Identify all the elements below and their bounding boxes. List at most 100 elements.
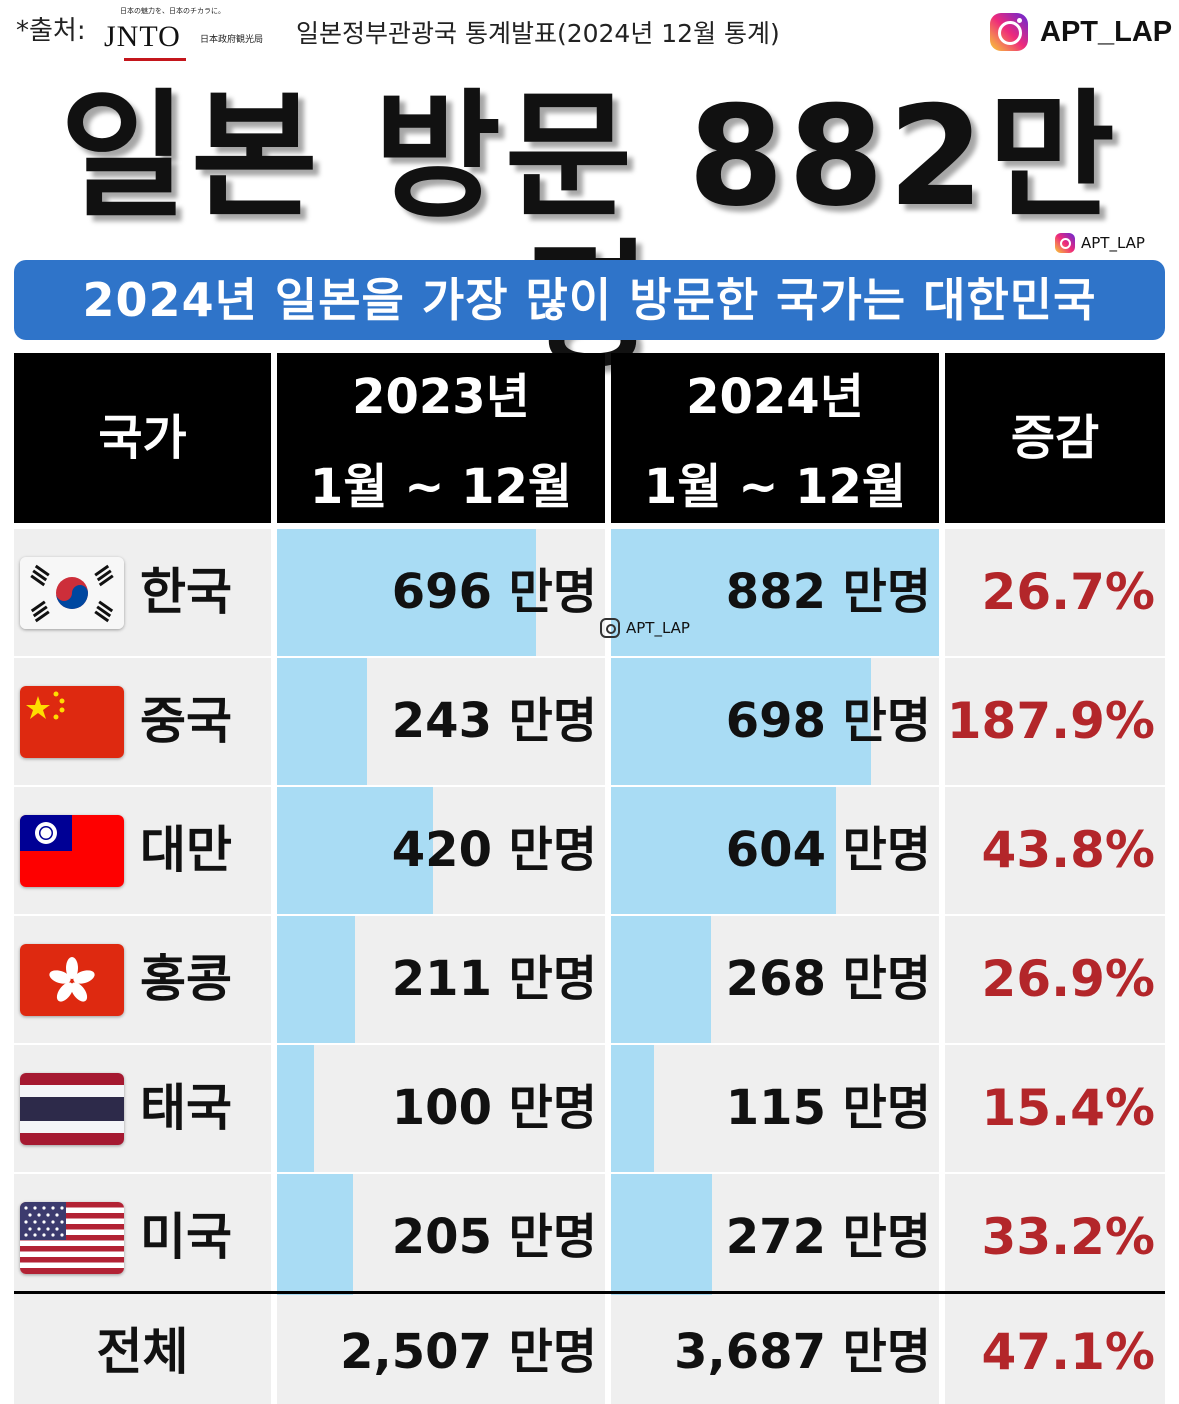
header-2023: 2023년 1월 ~ 12월: [277, 353, 605, 523]
country-cell: 미국: [14, 1174, 271, 1301]
watermark-table: APT_LAP: [600, 618, 690, 638]
country-name: 태국: [140, 1079, 232, 1137]
country-cell: 홍콩: [14, 916, 271, 1043]
change-value: 33.2%: [981, 1208, 1155, 1266]
thailand-flag-icon: [20, 1073, 124, 1145]
visitors-2024-cell: 698 만명: [611, 658, 939, 785]
country-cell: 한국: [14, 529, 271, 656]
change-cell: 26.7%: [945, 529, 1165, 656]
table-row: 홍콩 211 만명 268 만명 26.9%: [14, 916, 1165, 1043]
visitors-2023-cell: 100 만명: [277, 1045, 605, 1172]
header-country-label: 국가: [98, 410, 187, 466]
taiwan-flag-icon: [20, 815, 124, 887]
jnto-logo-text: JNTO: [104, 20, 181, 53]
visitors-2024-value: 882 만명: [725, 564, 931, 620]
visitors-2023-value: 211 만명: [391, 951, 597, 1007]
visitors-2024-cell: 882 만명: [611, 529, 939, 656]
change-cell: 15.4%: [945, 1045, 1165, 1172]
visitors-2023-cell: 211 만명: [277, 916, 605, 1043]
visitors-2023-value: 205 만명: [391, 1209, 597, 1265]
header-2024-range: 1월 ~ 12월: [643, 459, 907, 515]
total-2023-value: 2,507 만명: [340, 1324, 597, 1380]
visitors-2023-value: 243 만명: [391, 693, 597, 749]
visitors-2024-value: 268 만명: [725, 951, 931, 1007]
country-name: 홍콩: [140, 950, 232, 1008]
visitors-2024-bar: [611, 529, 939, 656]
table-row: 한국 696 만명 882 만명 26.7%: [14, 529, 1165, 656]
visitors-2023-value: 100 만명: [391, 1080, 597, 1136]
source-text: 일본정부관광국 통계발표(2024년 12월 통계): [296, 19, 780, 48]
total-row: 전체 2,507 만명 3,687 만명 47.1%: [14, 1295, 1165, 1404]
instagram-icon: [990, 13, 1028, 51]
visitors-2024-value: 698 만명: [725, 693, 931, 749]
total-2024-cell: 3,687 만명: [611, 1295, 939, 1404]
header-country: 국가: [14, 353, 271, 523]
visitors-2024-cell: 268 만명: [611, 916, 939, 1043]
visitors-2023-value: 696 만명: [391, 564, 597, 620]
visitors-2023-bar: [277, 916, 355, 1043]
jnto-org-name: 日本政府観光局: [200, 35, 264, 45]
visitors-2023-bar: [277, 1174, 353, 1301]
change-value: 43.8%: [981, 821, 1155, 879]
change-value: 26.9%: [981, 950, 1155, 1008]
table-row: 미국 205 만명 272 만명 33.2%: [14, 1174, 1165, 1301]
change-value: 187.9%: [946, 692, 1155, 750]
instagram-icon: [1055, 233, 1075, 253]
country-cell: 대만: [14, 787, 271, 914]
country-cell: 중국: [14, 658, 271, 785]
instagram-handle: APT_LAP: [1040, 15, 1173, 48]
total-label: 전체: [96, 1323, 189, 1381]
instagram-icon: [600, 618, 620, 638]
change-cell: 33.2%: [945, 1174, 1165, 1301]
jnto-tagline: 日本の魅力を、日本のチカラに。: [120, 7, 225, 15]
visitors-2024-cell: 115 만명: [611, 1045, 939, 1172]
visitors-2024-value: 272 만명: [725, 1209, 931, 1265]
visitors-2023-bar: [277, 787, 433, 914]
visitors-2023-bar: [277, 1045, 314, 1172]
table-row: 대만 420 만명 604 만명 43.8%: [14, 787, 1165, 914]
visitors-2023-bar: [277, 529, 536, 656]
visitors-2023-cell: 243 만명: [277, 658, 605, 785]
country-name: 대만: [140, 821, 232, 879]
visitors-2024-bar: [611, 658, 871, 785]
header-change: 증감: [945, 353, 1165, 523]
header-2023-range: 1월 ~ 12월: [309, 459, 573, 515]
total-label-cell: 전체: [14, 1295, 271, 1404]
country-name: 중국: [140, 692, 232, 750]
total-change-cell: 47.1%: [945, 1295, 1165, 1404]
country-name: 미국: [140, 1208, 232, 1266]
china-flag-icon: [20, 686, 124, 758]
visitors-2023-value: 420 만명: [391, 822, 597, 878]
jnto-logo: 日本の魅力を、日本のチカラに。 JNTO 日本政府観光局: [92, 6, 282, 61]
table-row: 태국 100 만명 115 만명 15.4%: [14, 1045, 1165, 1172]
jnto-underline: [124, 58, 186, 61]
change-value: 26.7%: [981, 563, 1155, 621]
total-change-value: 47.1%: [981, 1323, 1155, 1381]
total-2023-cell: 2,507 만명: [277, 1295, 605, 1404]
visitors-2023-cell: 696 만명: [277, 529, 605, 656]
visitors-2024-cell: 604 만명: [611, 787, 939, 914]
header-2024-year: 2024년: [686, 369, 864, 425]
visitor-table: 국가 2023년 1월 ~ 12월 2024년 1월 ~ 12월 증감 한국 69…: [14, 353, 1165, 1404]
header-change-label: 증감: [1010, 410, 1100, 466]
visitors-2023-bar: [277, 658, 367, 785]
source-label: *출처:: [16, 16, 86, 46]
instagram-badge[interactable]: APT_LAP: [990, 10, 1172, 54]
table-row: 중국 243 만명 698 만명 187.9%: [14, 658, 1165, 785]
country-cell: 태국: [14, 1045, 271, 1172]
watermark-text: APT_LAP: [626, 619, 690, 637]
header-2023-year: 2023년: [352, 369, 530, 425]
hong-kong-flag-icon: [20, 944, 124, 1016]
watermark-top: APT_LAP: [1055, 233, 1145, 253]
country-name: 한국: [140, 563, 232, 621]
south-korea-flag-icon: [20, 557, 124, 629]
visitors-2024-bar: [611, 787, 836, 914]
visitors-2024-value: 115 만명: [725, 1080, 931, 1136]
top-bar: *출처: 日本の魅力を、日本のチカラに。 JNTO 日本政府観光局 일본정부관광…: [0, 0, 1179, 62]
change-cell: 26.9%: [945, 916, 1165, 1043]
visitors-2024-bar: [611, 1174, 712, 1301]
change-cell: 43.8%: [945, 787, 1165, 914]
visitors-2024-bar: [611, 916, 711, 1043]
change-cell: 187.9%: [945, 658, 1165, 785]
visitors-2024-bar: [611, 1045, 654, 1172]
